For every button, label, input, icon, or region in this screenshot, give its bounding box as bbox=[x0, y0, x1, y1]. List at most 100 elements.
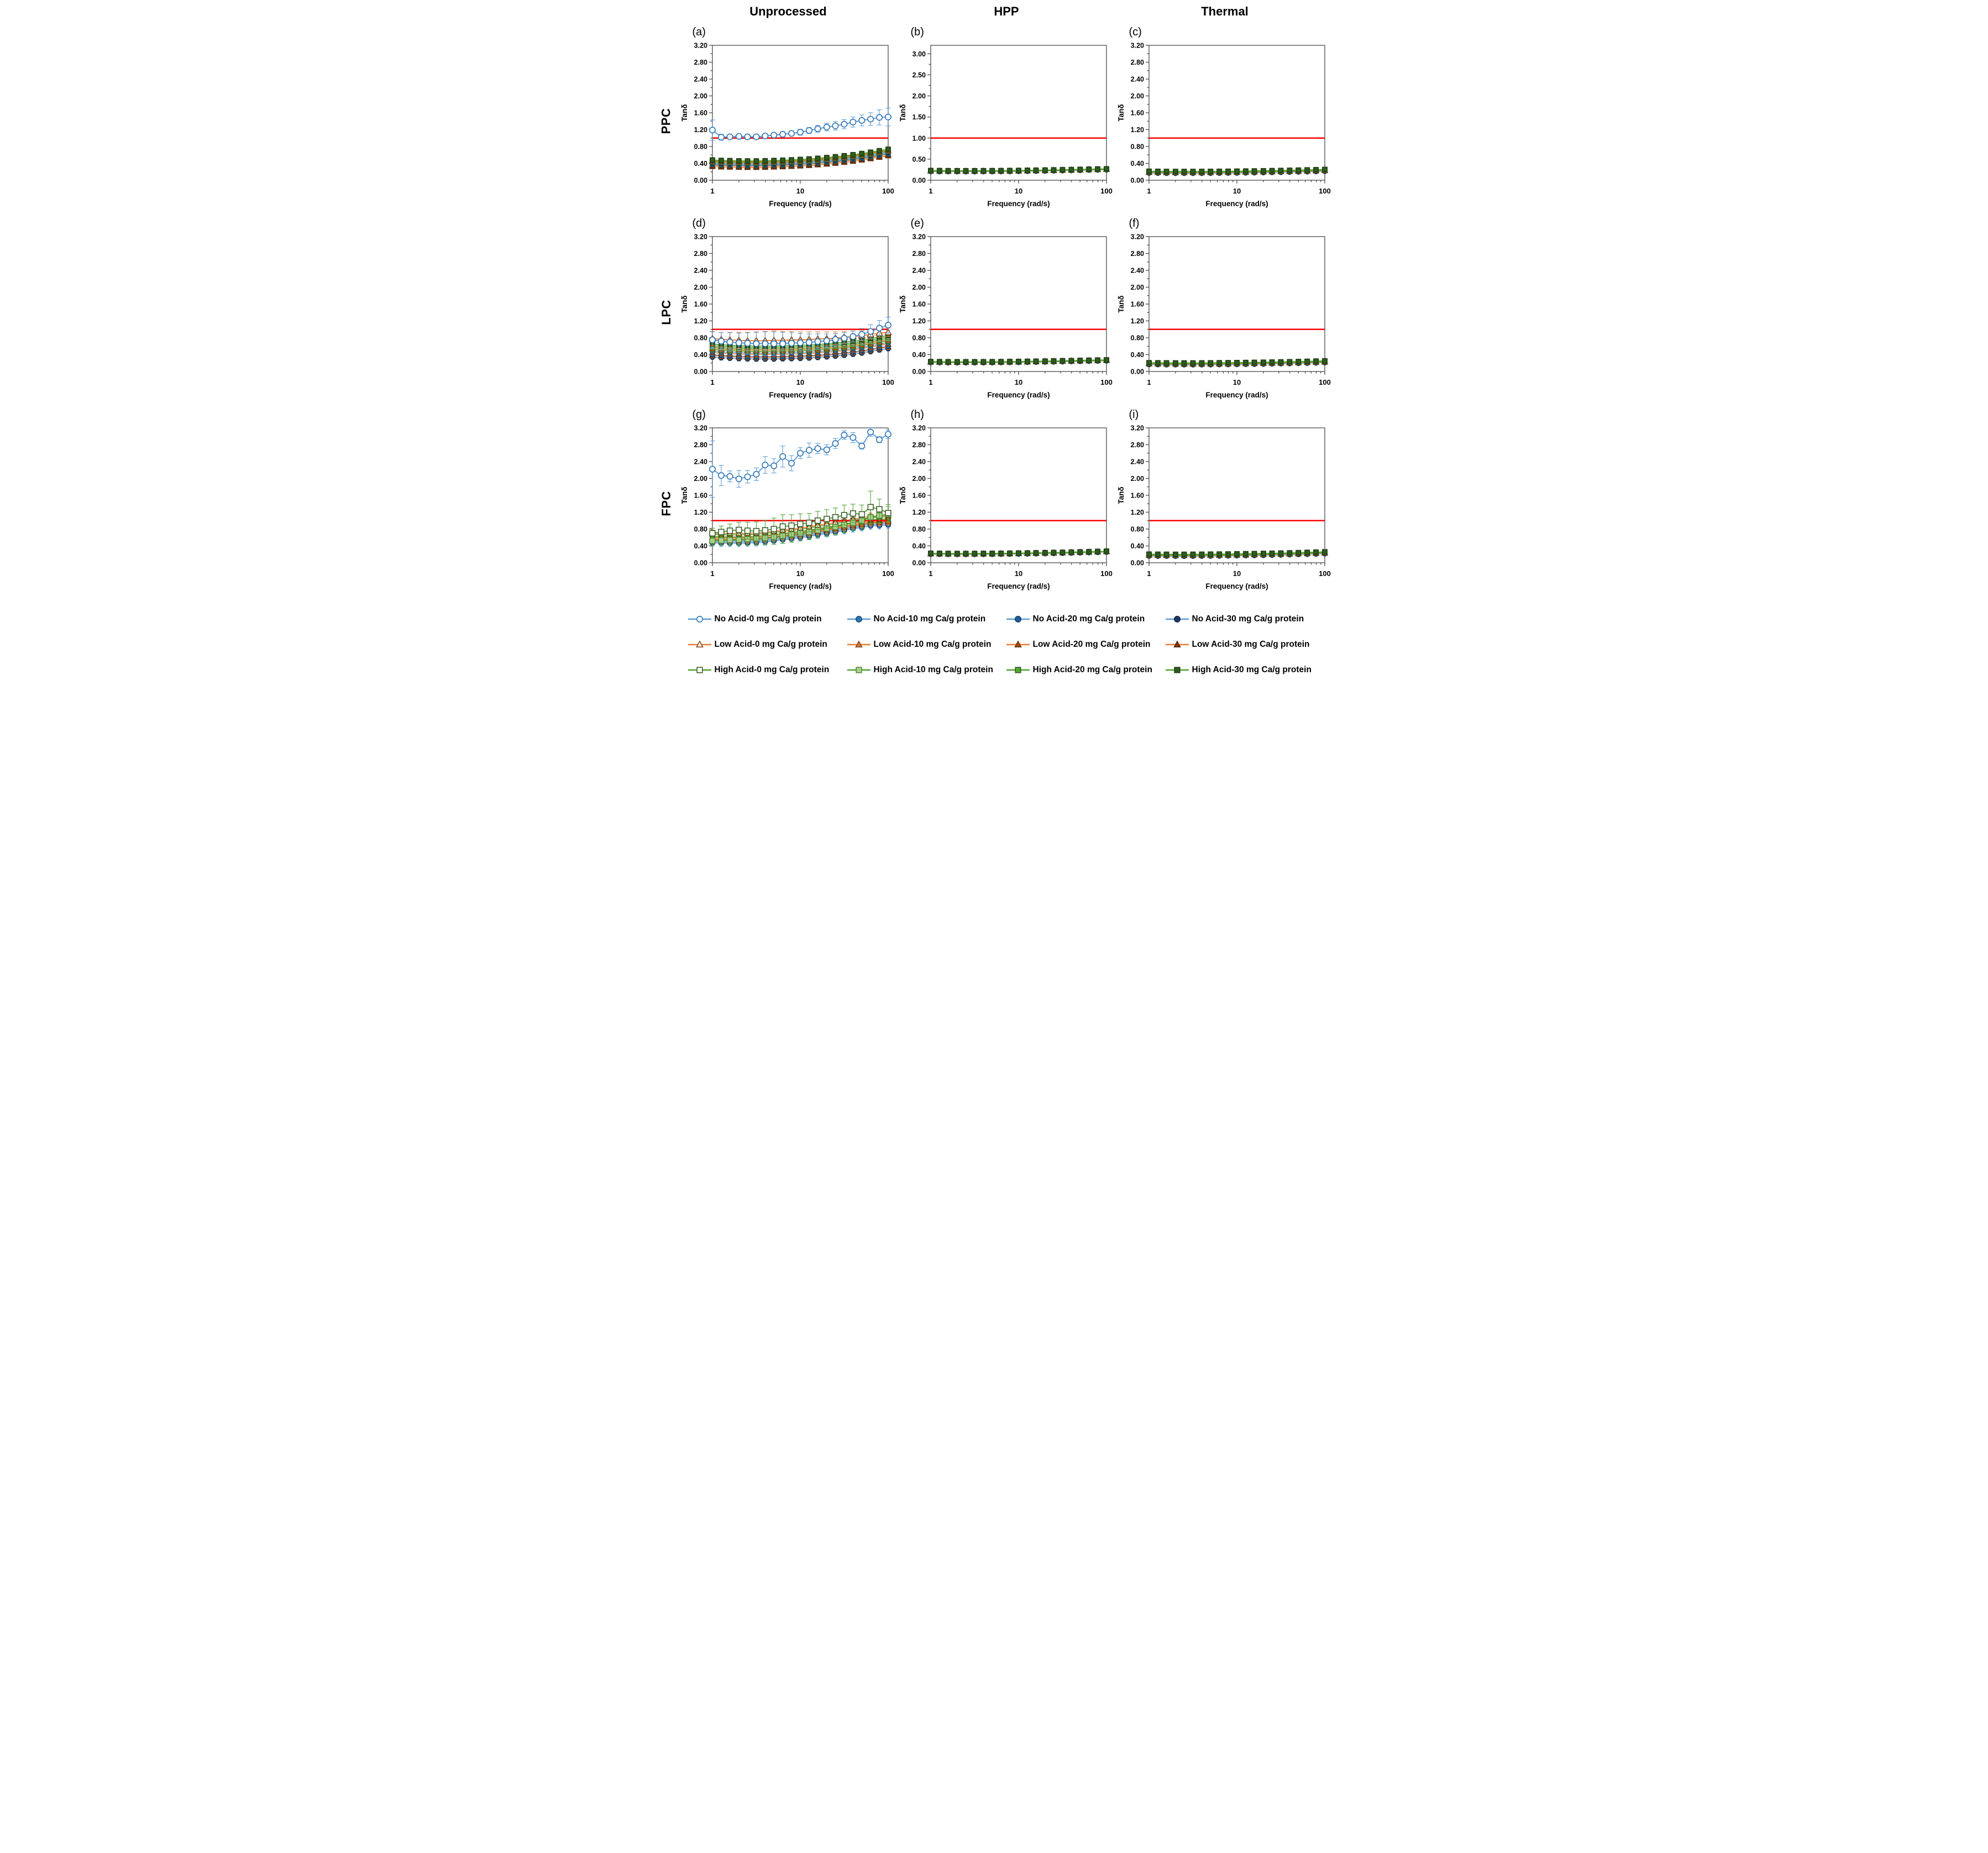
panel-g-letter: (g) bbox=[692, 409, 706, 421]
panel-e-y-axis-title: Tanδ bbox=[899, 295, 907, 312]
svg-text:2.80: 2.80 bbox=[694, 441, 707, 449]
svg-text:2.40: 2.40 bbox=[912, 458, 925, 466]
svg-text:100: 100 bbox=[1100, 378, 1113, 386]
panel-i-axes: 0.00 0.40 0.80 1.20 1.60 2.00 2.40 2.80 3.20 1 10 1… bbox=[1130, 425, 1330, 578]
legend-marker-no30-icon bbox=[1165, 616, 1189, 622]
legend-item-low20: Low Acid-20 mg Ca/g protein bbox=[1005, 639, 1165, 650]
svg-text:0.80: 0.80 bbox=[912, 334, 925, 342]
svg-text:0.80: 0.80 bbox=[1130, 334, 1144, 342]
svg-text:2.00: 2.00 bbox=[912, 92, 925, 100]
panel-g-axes: 0.00 0.40 0.80 1.20 1.60 2.00 2.40 2.80 3.20 1 10 1… bbox=[694, 425, 894, 578]
svg-text:2.40: 2.40 bbox=[912, 267, 925, 275]
svg-text:2.00: 2.00 bbox=[912, 284, 925, 291]
svg-text:0.40: 0.40 bbox=[694, 542, 707, 550]
svg-text:1.60: 1.60 bbox=[1130, 492, 1144, 500]
svg-text:100: 100 bbox=[882, 569, 894, 578]
panel-b-x-axis-title: Frequency (rad/s) bbox=[987, 200, 1050, 208]
svg-text:3.20: 3.20 bbox=[1130, 425, 1144, 432]
legend-item-low0: Low Acid-0 mg Ca/g protein bbox=[687, 639, 846, 650]
panel-e-x-axis-title: Frequency (rad/s) bbox=[987, 391, 1050, 399]
panel-e-chart: 0.00 0.40 0.80 1.20 1.60 2.00 2.40 2.80 3.20 1 10 1… bbox=[899, 233, 1113, 400]
legend-item-no20-label: No Acid-20 mg Ca/g protein bbox=[1032, 614, 1145, 624]
legend-item-low0-label: Low Acid-0 mg Ca/g protein bbox=[714, 640, 827, 649]
svg-text:2.00: 2.00 bbox=[694, 284, 707, 291]
panel-b-axes: 0.00 0.50 1.00 1.50 2.00 2.50 3.00 1 10 100 bbox=[912, 50, 1112, 195]
legend-marker-low0-icon bbox=[688, 640, 711, 648]
series-high30 bbox=[1146, 549, 1328, 557]
panel-i-chart: 0.00 0.40 0.80 1.20 1.60 2.00 2.40 2.80 3.20 1 10 1… bbox=[1117, 425, 1331, 591]
svg-text:100: 100 bbox=[1100, 569, 1113, 578]
svg-text:2.00: 2.00 bbox=[694, 475, 707, 483]
svg-text:0.40: 0.40 bbox=[694, 160, 707, 167]
panel-c-chart: 0.00 0.40 0.80 1.20 1.60 2.00 2.40 2.80 3.20 1 10 1… bbox=[1117, 42, 1331, 208]
svg-text:1: 1 bbox=[929, 187, 932, 195]
series-high30 bbox=[927, 357, 1109, 365]
svg-text:1.20: 1.20 bbox=[1130, 509, 1144, 516]
legend-marker-no20-icon bbox=[1006, 616, 1030, 622]
legend-item-no10: No Acid-10 mg Ca/g protein bbox=[846, 614, 1005, 625]
svg-text:2.00: 2.00 bbox=[1130, 284, 1144, 291]
svg-text:1: 1 bbox=[710, 378, 714, 386]
legend-marker-no10-icon bbox=[847, 616, 870, 622]
svg-text:0.00: 0.00 bbox=[1130, 177, 1144, 185]
legend-item-low10: Low Acid-10 mg Ca/g protein bbox=[846, 639, 1005, 650]
legend-item-no0-label: No Acid-0 mg Ca/g protein bbox=[714, 614, 822, 624]
legend-marker-low30-icon bbox=[1165, 640, 1189, 648]
panel-c-x-axis-title: Frequency (rad/s) bbox=[1205, 200, 1268, 208]
svg-text:0.80: 0.80 bbox=[1130, 526, 1144, 533]
svg-text:10: 10 bbox=[1014, 187, 1022, 195]
row-label-ppc-text: PPC bbox=[659, 108, 673, 134]
svg-text:1.60: 1.60 bbox=[912, 301, 925, 308]
series-high30 bbox=[1146, 166, 1328, 174]
legend-item-high10-label: High Acid-10 mg Ca/g protein bbox=[873, 665, 993, 674]
legend-item-no10-label: No Acid-10 mg Ca/g protein bbox=[873, 614, 986, 624]
legend-item-high20-label: High Acid-20 mg Ca/g protein bbox=[1032, 665, 1152, 674]
legend-item-low30: Low Acid-30 mg Ca/g protein bbox=[1165, 639, 1324, 650]
legend-item-high0: High Acid-0 mg Ca/g protein bbox=[687, 664, 846, 676]
panel-g-y-axis-title: Tanδ bbox=[680, 486, 689, 504]
svg-text:0.40: 0.40 bbox=[1130, 351, 1144, 359]
legend-item-high30: High Acid-30 mg Ca/g protein bbox=[1165, 664, 1324, 676]
panel-d: (d) 0.00 0.40 0.80 1.20 1.60 2.00 2.40 2.80 3.20 1… bbox=[679, 217, 898, 408]
panel-e: (e) 0.00 0.40 0.80 1.20 1.60 2.00 2.40 2.80 3.20 1… bbox=[898, 217, 1116, 408]
legend-item-high30-label: High Acid-30 mg Ca/g protein bbox=[1192, 665, 1312, 674]
panel-d-chart: 0.00 0.40 0.80 1.20 1.60 2.00 2.40 2.80 3.20 1 10 1… bbox=[680, 233, 894, 400]
svg-text:1.20: 1.20 bbox=[694, 509, 707, 516]
svg-text:2.40: 2.40 bbox=[694, 76, 707, 83]
legend-item-no30: No Acid-30 mg Ca/g protein bbox=[1165, 614, 1324, 625]
svg-text:1.20: 1.20 bbox=[1130, 126, 1144, 134]
svg-text:2.80: 2.80 bbox=[1130, 59, 1144, 66]
svg-text:100: 100 bbox=[1100, 187, 1113, 195]
series-high30 bbox=[927, 166, 1109, 174]
panel-h-chart: 0.00 0.40 0.80 1.20 1.60 2.00 2.40 2.80 3.20 1 10 1… bbox=[899, 425, 1113, 591]
svg-text:2.00: 2.00 bbox=[1130, 475, 1144, 483]
panel-g-chart: 0.00 0.40 0.80 1.20 1.60 2.00 2.40 2.80 3.20 1 10 1… bbox=[680, 425, 894, 591]
svg-text:0.80: 0.80 bbox=[694, 526, 707, 533]
svg-text:2.80: 2.80 bbox=[694, 250, 707, 258]
svg-text:1.60: 1.60 bbox=[1130, 301, 1144, 308]
series-high30 bbox=[709, 146, 891, 164]
svg-text:10: 10 bbox=[796, 187, 804, 195]
svg-text:0.80: 0.80 bbox=[1130, 143, 1144, 151]
series-high30 bbox=[927, 548, 1109, 557]
panel-b-chart: 0.00 0.50 1.00 1.50 2.00 2.50 3.00 1 10 100 Freque… bbox=[899, 45, 1112, 208]
svg-text:1.20: 1.20 bbox=[912, 509, 925, 516]
column-header-unprocessed-label: Unprocessed bbox=[749, 4, 827, 18]
panel-c-y-axis-title: Tanδ bbox=[1117, 104, 1125, 121]
column-header-unprocessed: Unprocessed bbox=[679, 3, 898, 25]
row-label-ppc: PPC bbox=[654, 25, 679, 217]
legend-marker-high10-icon bbox=[847, 667, 870, 673]
panel-a-axes: 0.00 0.40 0.80 1.20 1.60 2.00 2.40 2.80 3.20 1 10 1… bbox=[694, 42, 894, 196]
svg-text:0.00: 0.00 bbox=[912, 368, 925, 376]
svg-text:0.00: 0.00 bbox=[1130, 559, 1144, 567]
column-header-thermal-label: Thermal bbox=[1201, 4, 1249, 18]
svg-text:0.00: 0.00 bbox=[1130, 368, 1144, 376]
svg-text:0.50: 0.50 bbox=[912, 155, 925, 163]
svg-text:0.00: 0.00 bbox=[694, 177, 707, 185]
panel-i-y-axis-title: Tanδ bbox=[1117, 486, 1125, 504]
panel-h-letter: (h) bbox=[910, 409, 924, 421]
legend-item-no0: No Acid-0 mg Ca/g protein bbox=[687, 614, 846, 625]
panel-b: (b) 0.00 0.50 1.00 1.50 2.00 2.50 3.00 1 10 100 Fre… bbox=[898, 25, 1116, 217]
svg-text:1.60: 1.60 bbox=[912, 492, 925, 500]
legend-marker-no0-icon bbox=[688, 616, 711, 622]
